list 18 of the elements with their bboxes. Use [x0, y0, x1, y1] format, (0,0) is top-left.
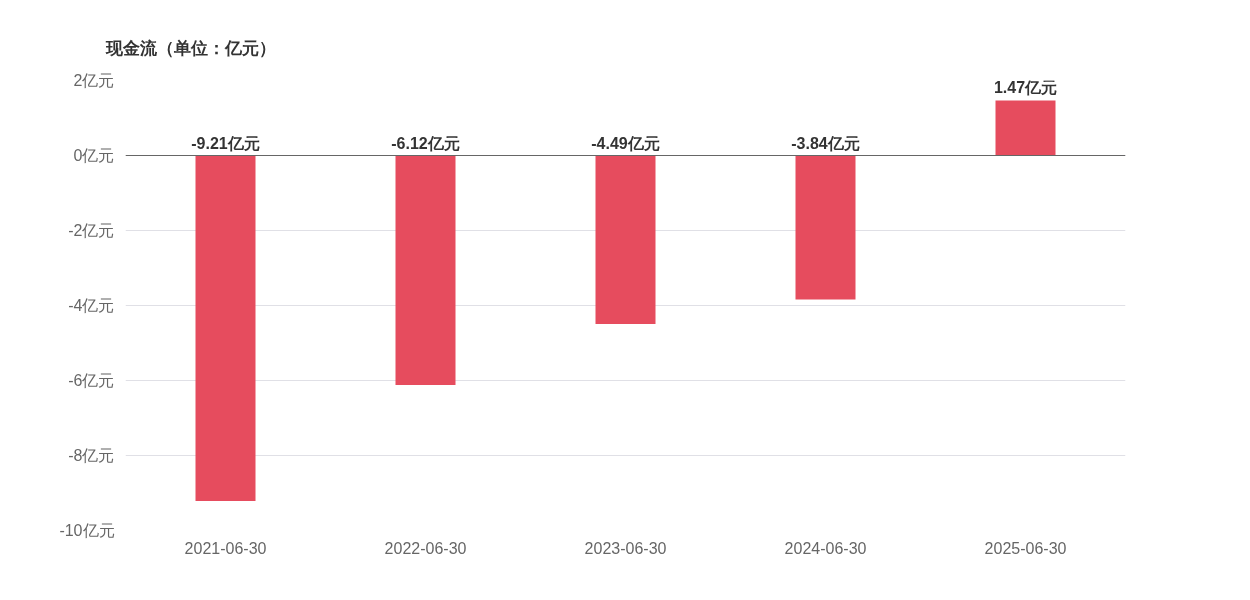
y-tick-label: -8亿元: [68, 447, 115, 464]
chart-title: 现金流（单位：亿元）: [104, 39, 276, 58]
x-tick-label: 2023-06-30: [584, 539, 667, 557]
data-label: -9.21亿元: [191, 134, 260, 152]
x-tick-label: 2025-06-30: [984, 539, 1067, 557]
data-label: 1.47亿元: [993, 79, 1058, 97]
y-tick-label: -10亿元: [59, 522, 115, 539]
y-tick-label: -2亿元: [68, 222, 115, 239]
data-label: -6.12亿元: [391, 134, 460, 152]
x-tick-label: 2022-06-30: [384, 539, 467, 557]
y-tick-label: -6亿元: [68, 372, 115, 389]
y-tick-label: 2亿元: [73, 72, 115, 89]
x-tick-label: 2024-06-30: [784, 539, 867, 557]
x-tick-label: 2021-06-30: [184, 539, 267, 557]
y-tick-label: -4亿元: [68, 297, 115, 314]
data-label: -4.49亿元: [591, 134, 660, 152]
data-label: -3.84亿元: [791, 134, 860, 152]
y-tick-label: 0亿元: [73, 147, 115, 164]
